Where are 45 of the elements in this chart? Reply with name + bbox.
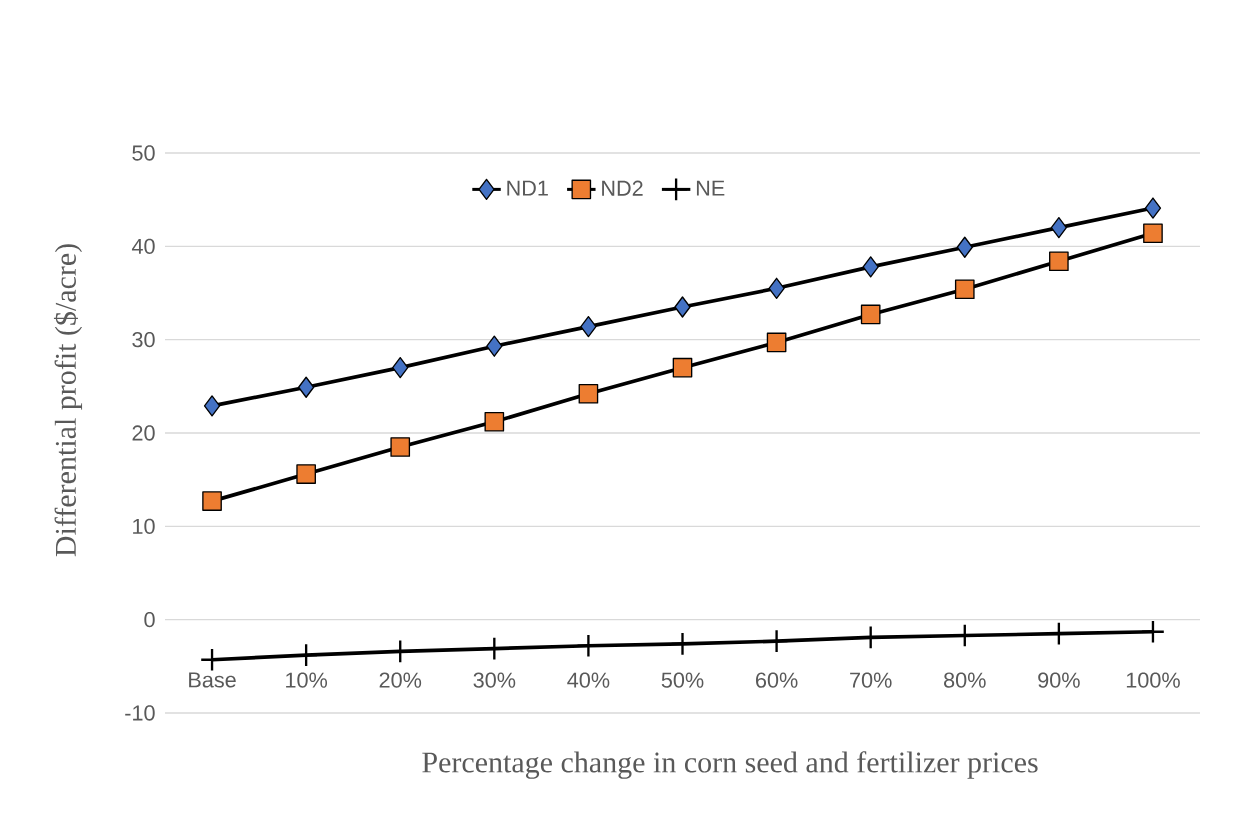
point <box>954 279 975 300</box>
y-tick-label: 20 <box>132 425 155 441</box>
point <box>297 376 315 398</box>
x-axis-title: Percentage change in corn seed and fertilizer prices <box>422 751 1038 779</box>
point <box>860 304 881 325</box>
point <box>484 411 505 432</box>
point <box>1049 251 1069 272</box>
x-tick-label: 100% <box>1126 672 1180 688</box>
y-tick-label: 50 <box>132 145 155 161</box>
point <box>202 491 222 511</box>
point <box>1050 216 1068 239</box>
point <box>674 296 691 318</box>
point <box>580 315 597 338</box>
point <box>1143 223 1163 244</box>
x-tick-label: 10% <box>286 672 328 688</box>
point <box>956 236 973 258</box>
y-tick-label: 0 <box>144 611 155 628</box>
legend-label: ND1 <box>507 180 548 196</box>
point <box>392 356 409 379</box>
x-tick-label: 40% <box>567 672 610 688</box>
point <box>1144 197 1162 219</box>
y-tick-label: -10 <box>125 705 155 721</box>
legend-label: ND2 <box>602 180 643 196</box>
point <box>390 437 411 457</box>
point <box>766 332 787 353</box>
y-tick-label: 30 <box>132 331 155 348</box>
x-tick-label: 80% <box>944 672 986 688</box>
x-tick-label: 20% <box>379 672 422 688</box>
point <box>203 395 221 417</box>
x-tick-label: 50% <box>661 672 704 688</box>
x-tick-label: 30% <box>473 672 516 688</box>
x-tick-label: Base <box>189 672 236 688</box>
x-tick-label: 90% <box>1038 672 1080 688</box>
x-tick-label: 60% <box>756 672 798 688</box>
point <box>862 256 879 278</box>
legend-label: NE <box>696 180 725 196</box>
point <box>672 357 693 378</box>
x-tick-label: 70% <box>850 672 892 688</box>
y-tick-label: 40 <box>131 238 155 254</box>
point <box>768 277 785 299</box>
point <box>486 335 503 357</box>
point <box>578 383 599 404</box>
point <box>296 464 316 484</box>
y-tick-label: 10 <box>133 518 155 534</box>
y-axis-title: Differential profit ($/acre) <box>53 244 83 557</box>
